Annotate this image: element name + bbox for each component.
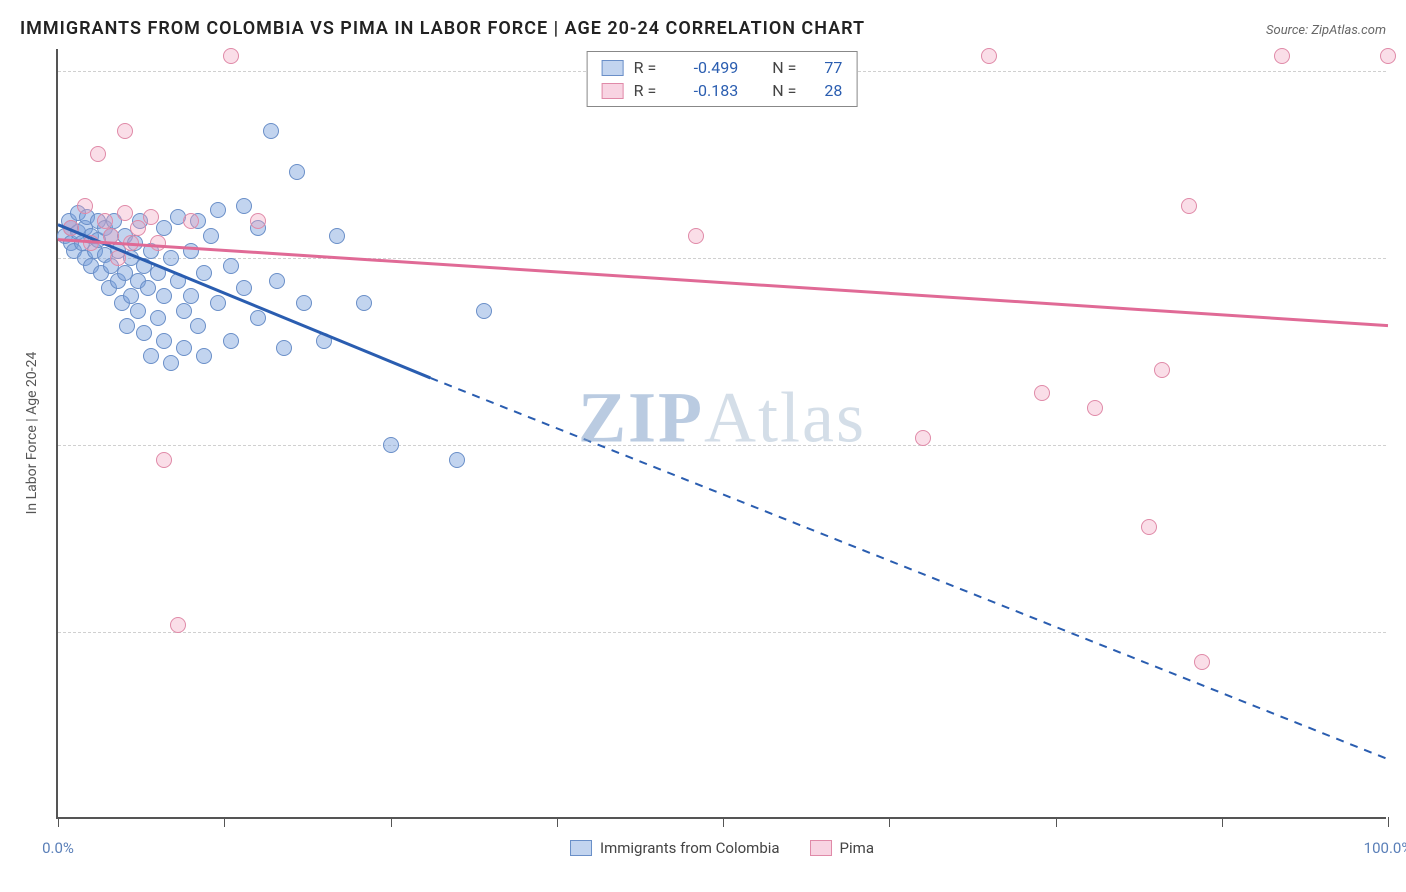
legend-stat-row-colombia: R = -0.499 N = 77 — [588, 56, 857, 79]
R-label: R = — [634, 81, 657, 100]
x-tick-label: 100.0% — [1364, 839, 1406, 857]
source-value: ZipAtlas.com — [1311, 23, 1386, 38]
legend-stat-row-pima: R = -0.183 N = 28 — [588, 79, 857, 102]
N-label: N = — [772, 58, 796, 77]
legend-item-pima: Pima — [810, 839, 874, 857]
legend-item-colombia: Immigrants from Colombia — [570, 839, 780, 857]
N-value-colombia: 77 — [806, 58, 842, 77]
chart-header: IMMIGRANTS FROM COLOMBIA VS PIMA IN LABO… — [20, 18, 1386, 45]
N-label: N = — [772, 81, 796, 100]
legend-swatch-colombia — [602, 60, 624, 76]
source-label: Source: — [1266, 23, 1311, 38]
R-label: R = — [634, 58, 657, 77]
chart-plot-area: In Labor Force | Age 20-24 25.0%50.0%75.… — [56, 49, 1386, 819]
N-value-pima: 28 — [806, 81, 842, 100]
correlation-legend: R = -0.499 N = 77 R = -0.183 N = 28 — [587, 51, 858, 107]
trend-line — [58, 225, 430, 378]
trend-line — [430, 378, 1388, 759]
R-value-pima: -0.183 — [666, 81, 738, 100]
series-legend: Immigrants from Colombia Pima — [570, 839, 874, 857]
y-axis-title: In Labor Force | Age 20-24 — [24, 352, 40, 515]
x-tick — [1388, 817, 1389, 827]
source-citation: Source: ZipAtlas.com — [1266, 23, 1386, 38]
legend-label-pima: Pima — [840, 839, 874, 857]
legend-swatch-pima — [810, 840, 832, 856]
legend-swatch-pima — [602, 83, 624, 99]
trend-line — [58, 240, 1388, 326]
R-value-colombia: -0.499 — [666, 58, 738, 77]
legend-label-colombia: Immigrants from Colombia — [600, 839, 780, 857]
x-tick-label: 0.0% — [42, 839, 74, 857]
legend-swatch-colombia — [570, 840, 592, 856]
chart-title: IMMIGRANTS FROM COLOMBIA VS PIMA IN LABO… — [20, 18, 865, 39]
trend-lines-layer — [58, 49, 1388, 819]
